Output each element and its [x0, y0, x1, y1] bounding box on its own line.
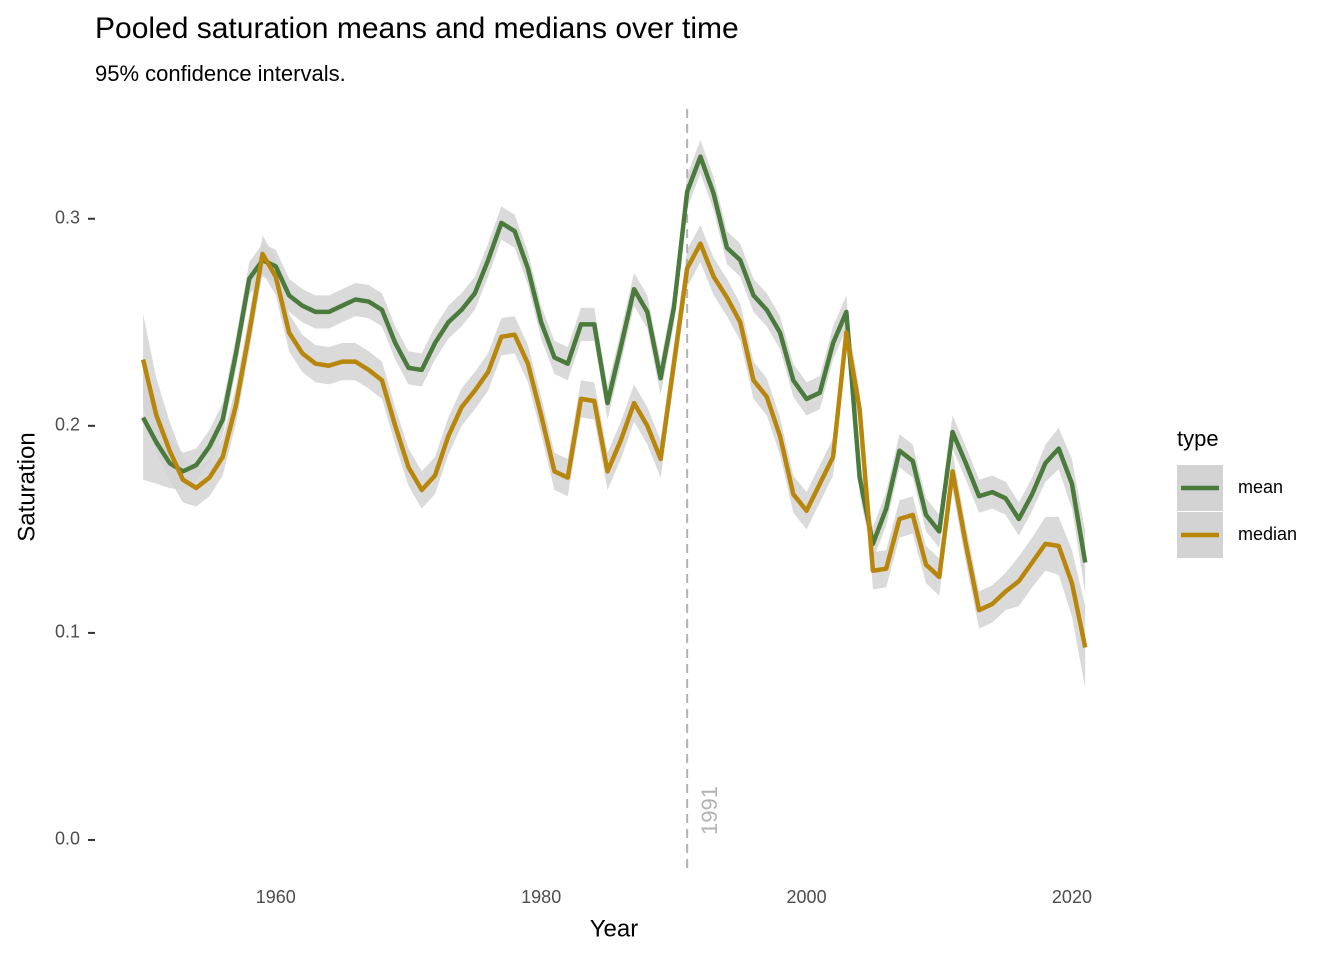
chart-subtitle: 95% confidence intervals. [95, 61, 346, 86]
y-tick-label: 0.1 [55, 622, 80, 642]
x-axis-label: Year [590, 915, 639, 942]
line-series [141, 154, 1088, 563]
chart-title: Pooled saturation means and medians over… [95, 12, 739, 45]
y-tick-label: 0.2 [55, 415, 80, 435]
y-axis-label: Saturation [13, 432, 40, 541]
reference-label: 1991 [697, 786, 722, 835]
y-tick-label: 0.3 [55, 207, 80, 227]
legend-label: median [1238, 524, 1297, 544]
y-tick-label: 0.0 [55, 829, 80, 849]
x-tick-label: 2000 [787, 887, 827, 907]
line-series [140, 241, 1088, 648]
legend-title: type [1177, 426, 1219, 451]
x-tick-label: 2020 [1052, 887, 1092, 907]
x-tick-label: 1980 [521, 887, 561, 907]
legend-label: mean [1238, 477, 1283, 497]
x-tick-label: 1960 [256, 887, 296, 907]
